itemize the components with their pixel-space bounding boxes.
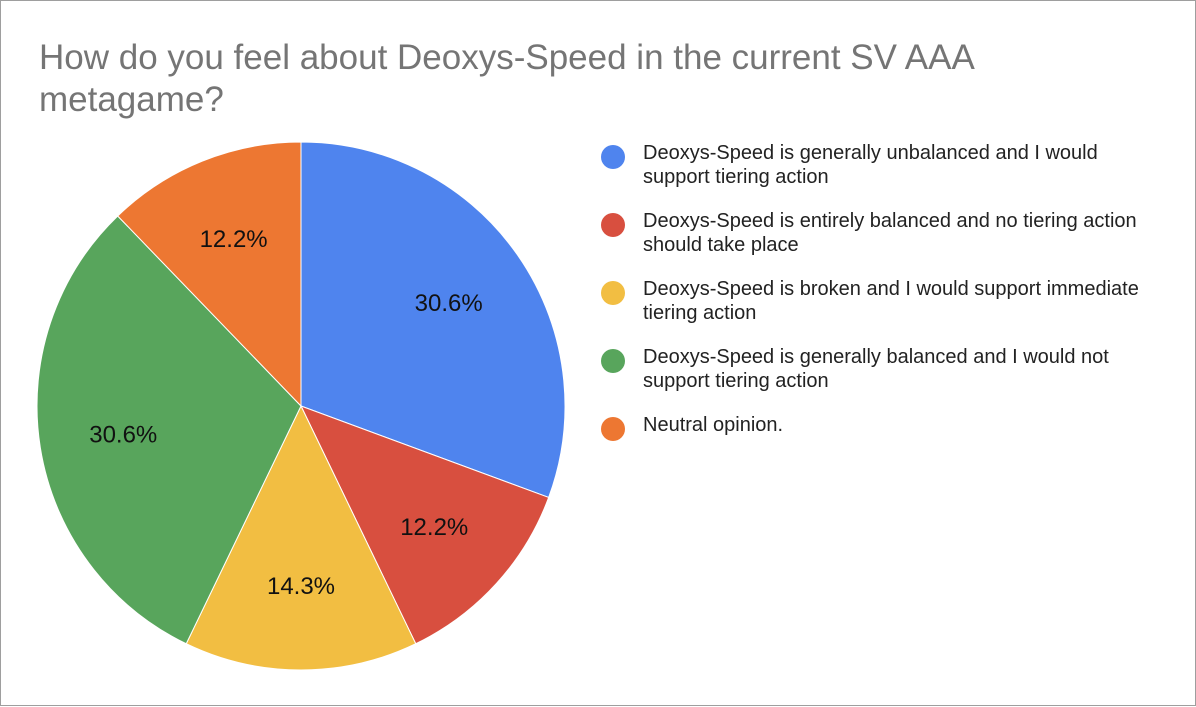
legend-label: Deoxys-Speed is entirely balanced and no… — [643, 210, 1137, 256]
legend-swatch — [601, 213, 625, 237]
pie-slice[interactable] — [300, 141, 566, 499]
slice-data-label: 30.6% — [89, 421, 157, 448]
slice-data-label: 30.6% — [415, 290, 483, 317]
legend-swatch — [601, 349, 625, 373]
legend-label: Neutral opinion. — [643, 414, 784, 436]
legend-item[interactable]: Deoxys-Speed is broken and I would suppo… — [601, 277, 1161, 325]
legend-item[interactable]: Deoxys-Speed is entirely balanced and no… — [601, 209, 1161, 257]
legend-item[interactable]: Neutral opinion. — [601, 413, 1161, 441]
slice-data-label: 14.3% — [267, 573, 335, 600]
legend-swatch — [601, 281, 625, 305]
chart-legend: Deoxys-Speed is generally unbalanced and… — [601, 141, 1161, 457]
slice-data-label: 12.2% — [400, 514, 468, 541]
legend-swatch — [601, 145, 625, 169]
pie-slice[interactable] — [300, 405, 550, 645]
chart-title: How do you feel about Deoxys-Speed in th… — [39, 38, 973, 119]
pie-slice[interactable] — [117, 141, 302, 408]
legend-label: Deoxys-Speed is generally balanced and I… — [643, 346, 1109, 392]
slice-data-label: 12.2% — [200, 226, 268, 253]
legend-label: Deoxys-Speed is broken and I would suppo… — [643, 278, 1139, 324]
legend-item[interactable]: Deoxys-Speed is generally unbalanced and… — [601, 141, 1161, 189]
legend-item[interactable]: Deoxys-Speed is generally balanced and I… — [601, 345, 1161, 393]
legend-label: Deoxys-Speed is generally unbalanced and… — [643, 142, 1098, 188]
pie-slice[interactable] — [36, 215, 302, 645]
legend-swatch — [601, 417, 625, 441]
pie-slice[interactable] — [185, 404, 417, 671]
